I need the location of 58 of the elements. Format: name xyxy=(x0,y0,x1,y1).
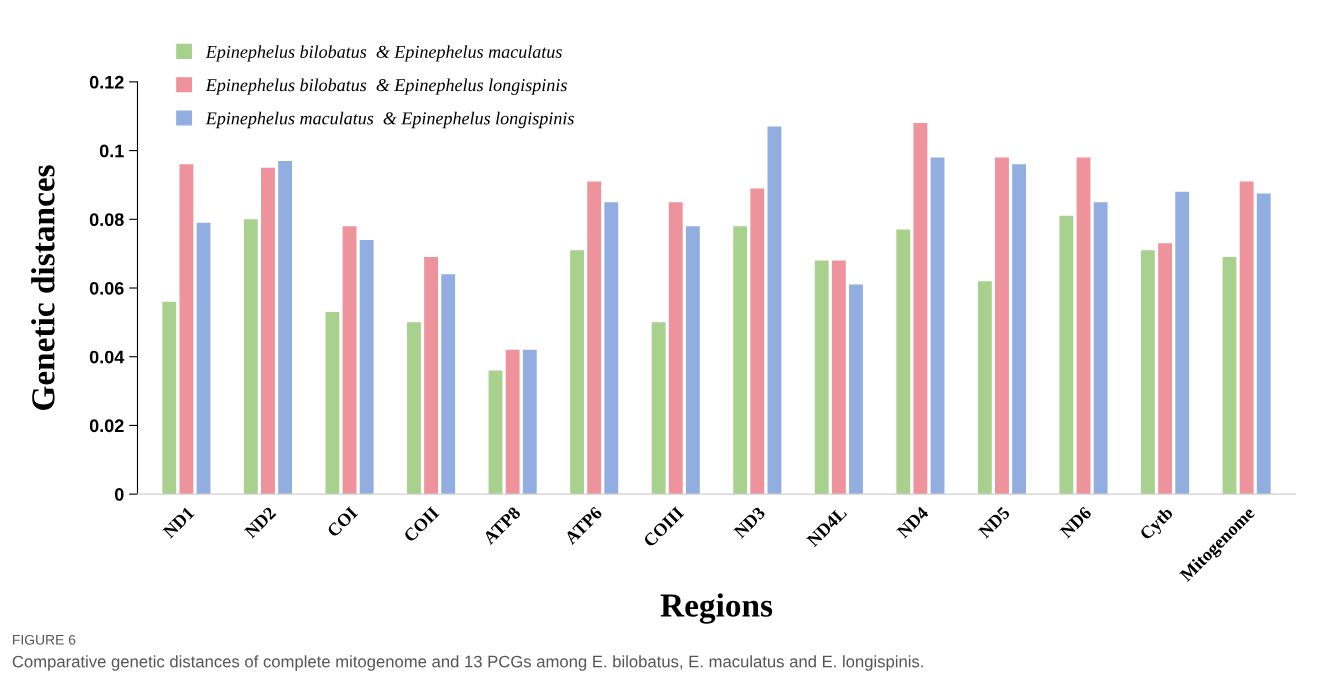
bar xyxy=(930,157,945,495)
bar xyxy=(1239,181,1254,495)
bar xyxy=(995,157,1009,495)
bar xyxy=(831,260,846,495)
bar xyxy=(604,202,619,495)
y-tick-label: 0.1 xyxy=(99,144,124,158)
bar xyxy=(750,188,765,495)
bar xyxy=(162,301,177,495)
bar xyxy=(243,219,258,495)
bar xyxy=(1059,215,1074,495)
bar xyxy=(1158,243,1173,495)
bar xyxy=(488,370,503,495)
text: Comparative genetic distances of complete mitogenome and 13 PCGs among E. bilobatus, E. maculatus and E. longispinis. xyxy=(12,655,923,671)
bar xyxy=(505,349,520,495)
legend-label: Epinephelus bilobatus & Epinephelus maculatus xyxy=(205,45,562,62)
bar xyxy=(1076,157,1091,495)
x-tick-label: COI xyxy=(326,506,359,538)
caption: FIGURE 6 xyxy=(13,634,76,645)
bar xyxy=(668,202,683,495)
y-tick-label: 0.08 xyxy=(89,213,124,227)
bar xyxy=(441,274,456,495)
y-tick-label: 0 xyxy=(114,488,124,501)
bar xyxy=(849,284,863,495)
bar xyxy=(814,260,829,495)
bar xyxy=(1141,250,1155,495)
y-tick-label: 0.02 xyxy=(89,419,124,433)
bar xyxy=(651,322,666,495)
bar xyxy=(1175,191,1190,495)
bar xyxy=(325,312,340,495)
bar xyxy=(913,123,928,495)
y-tick-label: 0.04 xyxy=(89,350,125,364)
y-tick-label: 0.12 xyxy=(89,75,124,89)
bar xyxy=(359,239,374,495)
bar xyxy=(587,181,602,495)
bar xyxy=(1012,164,1027,495)
bar xyxy=(196,222,211,495)
bar xyxy=(261,167,275,495)
bar xyxy=(1093,202,1108,495)
bar xyxy=(977,281,992,495)
bar xyxy=(570,250,584,495)
bar xyxy=(522,349,537,495)
y-axis-title: Genetic distances xyxy=(31,165,55,410)
bar xyxy=(342,226,357,495)
bar xyxy=(733,226,748,495)
x-axis-title: Regions xyxy=(660,593,773,624)
bar xyxy=(424,257,439,495)
bar xyxy=(685,226,700,495)
bar xyxy=(407,322,421,495)
bar xyxy=(1256,193,1271,495)
bar xyxy=(278,160,293,495)
bar xyxy=(1222,257,1237,495)
legend-label: Epinephelus bilobatus & Epinephelus longispinis xyxy=(205,78,567,95)
x-tick-label: Cytb xyxy=(1138,505,1177,544)
legend-label: Epinephelus maculatus & Epinephelus longispinis xyxy=(205,111,574,129)
y-tick-label: 0.06 xyxy=(89,281,124,295)
bar xyxy=(179,164,194,495)
bar xyxy=(896,229,911,495)
bar xyxy=(767,126,782,495)
